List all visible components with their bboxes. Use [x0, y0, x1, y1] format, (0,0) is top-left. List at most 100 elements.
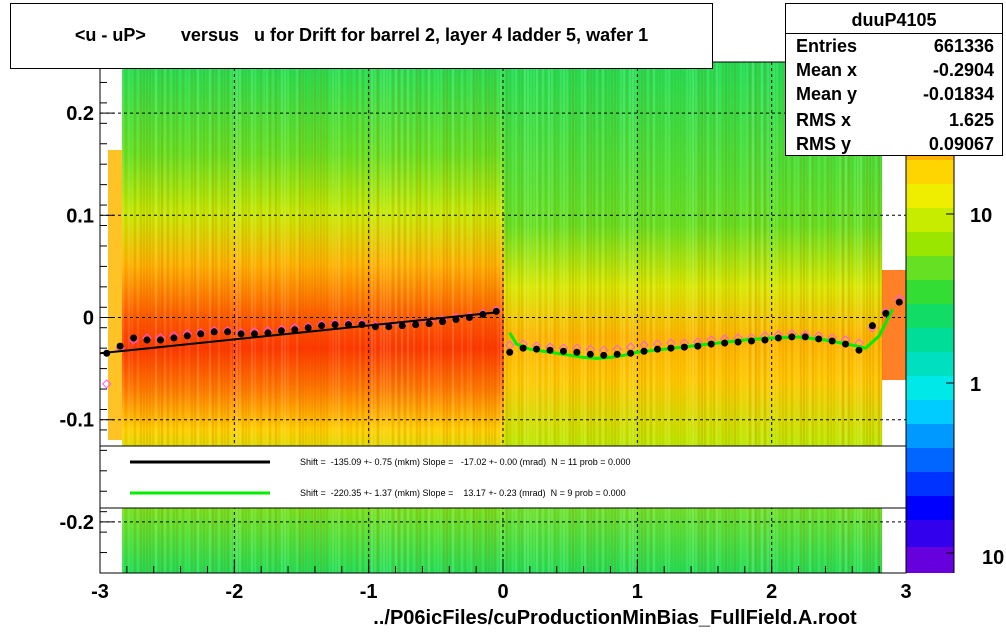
black-marker — [559, 347, 567, 355]
heatmap-column — [458, 62, 460, 573]
black-marker — [640, 347, 648, 355]
stats-row-rms-x: RMS x 1.625 — [796, 110, 994, 134]
stats-row-mean-x: Mean x -0.2904 — [796, 60, 994, 84]
black-marker — [895, 298, 903, 306]
heatmap-column — [266, 62, 268, 573]
black-marker — [653, 345, 661, 353]
heatmap-column — [644, 62, 646, 573]
stats-value: 661336 — [933, 36, 994, 56]
heatmap-column — [236, 62, 238, 573]
heatmap-column — [680, 62, 682, 573]
heatmap-column — [608, 62, 610, 573]
black-marker — [573, 348, 581, 356]
black-marker — [828, 337, 836, 345]
black-marker — [439, 318, 447, 326]
stats-separator — [786, 33, 1002, 34]
black-marker — [492, 307, 500, 315]
heatmap-column — [728, 62, 730, 573]
heatmap-column — [476, 62, 478, 573]
heatmap-column — [230, 62, 232, 573]
heatmap-column — [548, 62, 550, 573]
heatmap-column — [410, 62, 412, 573]
footer-filename: ../P06icFiles/cuProductionMinBias_FullFi… — [373, 607, 857, 629]
x-tick-label: -1 — [360, 581, 378, 603]
heatmap-column — [812, 62, 814, 573]
legend: Shift = -135.09 +- 0.75 (mkm) Slope = -1… — [99, 445, 907, 509]
black-marker — [183, 332, 191, 340]
heatmap-column — [242, 62, 244, 573]
heatmap-column — [326, 62, 328, 573]
black-marker — [788, 333, 796, 341]
y-tick-label: 0 — [83, 308, 94, 330]
heatmap-column — [170, 62, 172, 573]
x-tick-label: 3 — [900, 581, 911, 603]
heatmap-column — [128, 62, 130, 573]
black-marker — [748, 337, 756, 345]
legend-entry-green: Shift = -220.35 +- 1.37 (mkm) Slope = 13… — [300, 488, 626, 498]
heatmap-column — [668, 62, 670, 573]
heatmap-column — [662, 62, 664, 573]
heatmap-column — [632, 62, 634, 573]
heatmap-column — [350, 62, 352, 573]
heatmap-column — [302, 62, 304, 573]
heatmap-column — [308, 62, 310, 573]
heatmap-column — [506, 62, 508, 573]
heatmap-column — [254, 62, 256, 573]
black-marker — [815, 335, 823, 343]
heatmap-column — [146, 62, 148, 573]
heatmap-column — [800, 62, 802, 573]
heatmap-column — [530, 62, 532, 573]
heatmap-column — [140, 62, 142, 573]
heatmap-column — [638, 62, 640, 573]
heatmap-column — [500, 62, 502, 573]
heatmap-column — [182, 62, 184, 573]
stats-row-entries: Entries 661336 — [796, 36, 994, 60]
heatmap-column — [398, 62, 400, 573]
heatmap-column — [332, 62, 334, 573]
black-marker — [600, 351, 608, 359]
stats-label: RMS x — [796, 110, 852, 130]
heatmap-column — [560, 62, 562, 573]
heatmap-column — [848, 62, 850, 573]
heatmap-column — [614, 62, 616, 573]
heatmap-column — [686, 62, 688, 573]
black-marker — [586, 350, 594, 358]
y-tick-label: -0.1 — [60, 410, 94, 432]
black-marker — [694, 342, 702, 350]
black-marker — [842, 340, 850, 348]
heatmap-column — [836, 62, 838, 573]
heatmap-column — [764, 62, 766, 573]
heatmap-column — [674, 62, 676, 573]
stats-value: 1.625 — [948, 110, 994, 130]
stats-row-mean-y: Mean y -0.01834 — [796, 84, 994, 108]
heatmap-column — [158, 62, 160, 573]
heatmap-column — [206, 62, 208, 573]
stats-value: 0.09067 — [928, 134, 994, 154]
black-marker — [277, 327, 285, 335]
chart-title: <u - uP> versus u for Drift for barrel 2… — [74, 25, 649, 45]
heatmap-column — [284, 62, 286, 573]
stats-label: Entries — [796, 36, 858, 56]
heatmap-column — [164, 62, 166, 573]
y-tick-label: -0.2 — [60, 512, 94, 534]
stats-value: -0.01834 — [922, 84, 994, 104]
heatmap-column — [734, 62, 736, 573]
heatmap-column — [866, 62, 868, 573]
black-marker — [479, 310, 487, 318]
heatmap-column — [794, 62, 796, 573]
heatmap-column — [602, 62, 604, 573]
heatmap-column — [788, 62, 790, 573]
heatmap-column — [392, 62, 394, 573]
heatmap-column — [356, 62, 358, 573]
heatmap-column — [218, 62, 220, 573]
black-marker — [882, 309, 890, 317]
heatmap-column — [434, 62, 436, 573]
stats-name: duuP4105 — [851, 10, 937, 30]
heatmap-column — [656, 62, 658, 573]
black-marker — [667, 344, 675, 352]
heatmap-column — [566, 62, 568, 573]
stats-label: RMS y — [796, 134, 852, 154]
heatmap-column — [464, 62, 466, 573]
heatmap-column — [344, 62, 346, 573]
